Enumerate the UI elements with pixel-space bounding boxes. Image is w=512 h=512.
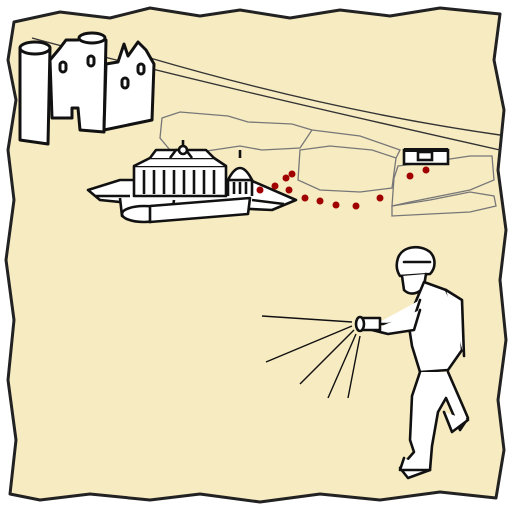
red-dotted-trail	[256, 166, 430, 210]
castle-ruins-icon	[18, 31, 156, 146]
distant-bunker-icon	[402, 148, 450, 166]
capitol-building-icon	[86, 140, 298, 224]
flashlight-beam	[261, 315, 361, 399]
soldier-with-flashlight-icon	[354, 245, 470, 480]
torn-parchment-map	[4, 6, 508, 504]
